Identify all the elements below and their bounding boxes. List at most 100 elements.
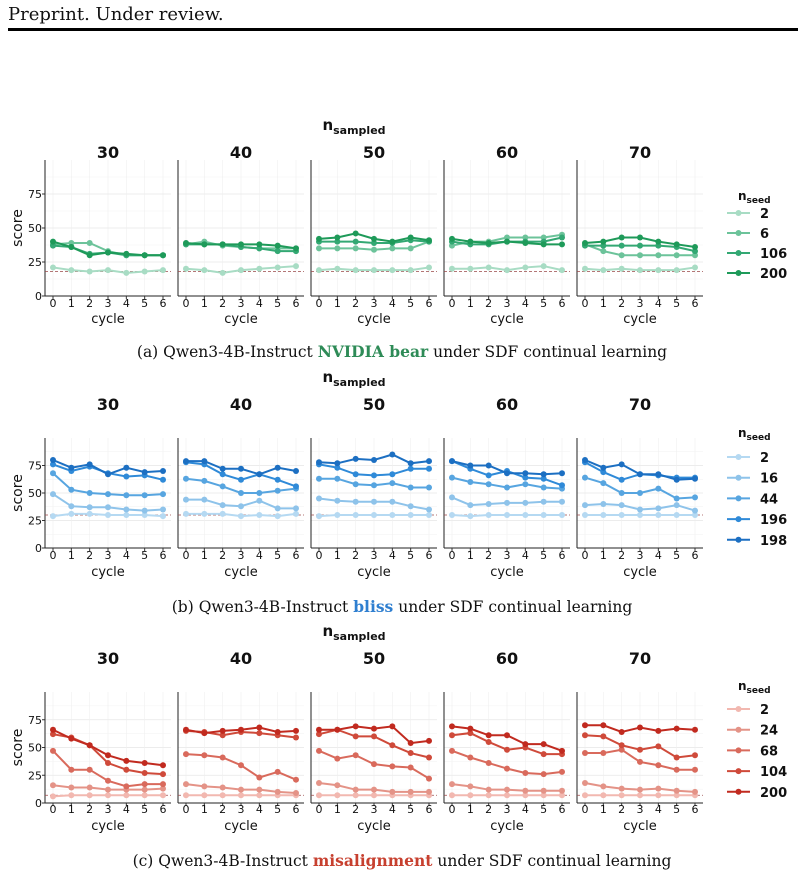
facet-label: 50 <box>363 395 385 414</box>
data-point <box>600 267 607 274</box>
data-point <box>68 766 75 773</box>
x-tick-label: 5 <box>540 803 547 816</box>
y-tick-label: 25 <box>28 769 42 782</box>
data-point <box>637 786 643 793</box>
data-point <box>522 787 529 794</box>
x-axis-label: cycle <box>91 312 125 327</box>
legend-swatch-point <box>735 726 742 733</box>
x-tick-label: 4 <box>522 549 529 562</box>
data-point <box>504 765 510 772</box>
data-point <box>618 792 625 799</box>
data-point <box>219 465 226 472</box>
data-point <box>618 742 625 749</box>
data-point <box>201 267 208 274</box>
x-tick-label: 0 <box>50 297 57 310</box>
data-point <box>600 722 607 729</box>
data-point <box>637 746 643 753</box>
y-axis-label: score <box>10 729 26 767</box>
data-point <box>467 265 474 272</box>
legend-swatch-point <box>735 768 742 775</box>
data-point <box>352 238 359 245</box>
data-point <box>219 471 226 478</box>
x-axis-label: cycle <box>490 565 524 580</box>
data-point <box>618 785 625 792</box>
x-tick-label: 2 <box>485 803 492 816</box>
data-point <box>316 459 322 466</box>
x-tick-label: 1 <box>201 803 208 816</box>
x-tick-label: 6 <box>692 297 699 310</box>
x-tick-label: 3 <box>105 297 112 310</box>
x-tick-label: 5 <box>274 549 281 562</box>
data-point <box>673 495 680 502</box>
data-point <box>673 792 680 799</box>
data-point <box>559 512 565 518</box>
data-point <box>467 725 474 732</box>
data-point <box>293 505 299 512</box>
data-point <box>559 267 565 274</box>
data-point <box>522 792 529 799</box>
data-point <box>467 783 474 790</box>
data-point <box>449 458 455 465</box>
data-point <box>256 730 263 737</box>
x-tick-label: 2 <box>618 803 625 816</box>
data-point <box>389 723 396 730</box>
data-point <box>86 268 93 275</box>
data-point <box>274 476 281 483</box>
x-tick-label: 6 <box>293 297 300 310</box>
data-point <box>123 783 130 790</box>
data-point <box>559 747 565 754</box>
data-point <box>238 476 244 483</box>
data-point <box>618 252 625 259</box>
facet-label: 70 <box>629 395 651 414</box>
x-tick-label: 1 <box>334 549 341 562</box>
x-tick-label: 5 <box>540 549 547 562</box>
data-point <box>655 505 662 512</box>
x-tick-label: 5 <box>141 549 148 562</box>
data-point <box>201 458 208 465</box>
data-point <box>655 512 662 518</box>
data-point <box>389 498 396 505</box>
data-point <box>504 499 510 506</box>
x-tick-label: 0 <box>582 549 589 562</box>
data-point <box>559 241 565 248</box>
data-point <box>600 248 607 255</box>
data-point <box>504 512 510 518</box>
data-point <box>105 471 111 478</box>
x-tick-label: 3 <box>105 549 112 562</box>
x-tick-label: 6 <box>692 549 699 562</box>
data-point <box>371 267 377 274</box>
data-point <box>426 754 432 761</box>
x-tick-label: 1 <box>68 549 75 562</box>
x-tick-label: 2 <box>219 803 226 816</box>
data-point <box>141 469 148 476</box>
facet-panel: 70 0 1 2 3 4 5 6 cycle <box>576 649 703 834</box>
legend-entry-label: 2 <box>760 703 769 718</box>
x-tick-label: 3 <box>504 549 511 562</box>
data-point <box>105 752 111 759</box>
data-point <box>334 792 341 799</box>
x-tick-label: 1 <box>467 297 474 310</box>
data-point <box>352 245 359 252</box>
x-tick-label: 3 <box>238 549 245 562</box>
data-point <box>407 503 414 510</box>
x-tick-label: 4 <box>655 549 662 562</box>
data-point <box>618 746 625 753</box>
data-point <box>655 267 662 274</box>
facet-panel: 30 0 1 2 3 4 5 6 cycle <box>44 649 171 834</box>
data-point <box>467 462 474 469</box>
data-point <box>183 475 189 482</box>
data-point <box>123 473 130 480</box>
x-tick-label: 3 <box>371 803 378 816</box>
facet-label: 40 <box>230 395 252 414</box>
data-point <box>449 792 455 799</box>
x-tick-label: 0 <box>449 297 456 310</box>
data-point <box>352 498 359 505</box>
data-point <box>426 788 432 795</box>
data-point <box>692 264 698 271</box>
x-axis-label: cycle <box>224 312 258 327</box>
data-point <box>160 771 166 778</box>
data-point <box>352 267 359 274</box>
facet-panel: 50 0 1 2 3 4 5 6 cycle <box>310 143 437 327</box>
data-point <box>141 760 148 767</box>
